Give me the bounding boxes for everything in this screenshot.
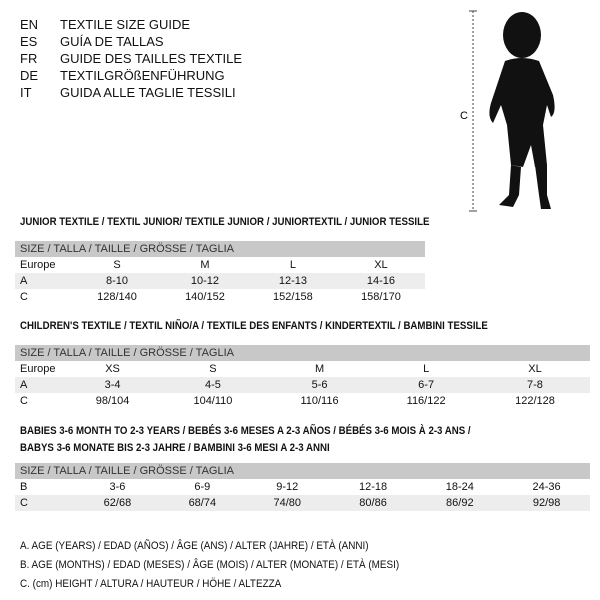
language-code: DE <box>20 68 39 83</box>
table-cell: 5-6 <box>266 377 373 393</box>
table-row: C 98/104 104/110 110/116 116/122 122/128 <box>15 393 590 409</box>
table-row: C 128/140 140/152 152/158 158/170 <box>15 289 425 305</box>
table-cell: XL <box>528 363 542 375</box>
table-cell: L <box>289 259 296 271</box>
table-cell: 7-8 <box>479 377 590 393</box>
table-cell: XS <box>105 363 120 375</box>
table-cell: 122/128 <box>515 395 555 407</box>
children-size-table: SIZE / TALLA / TAILLE / GRÖSSE / TAGLIA E… <box>15 345 590 409</box>
language-row: DE TEXTILGRÖßENFÜHRUNG <box>20 67 242 84</box>
table-cell: 3-6 <box>109 481 126 493</box>
table-row: A 8-10 10-12 12-13 14-16 <box>15 273 425 289</box>
language-code: EN <box>20 17 39 32</box>
language-row: EN TEXTILE SIZE GUIDE <box>20 16 242 33</box>
language-code: IT <box>20 85 32 100</box>
table-cell: 98/104 <box>95 395 130 407</box>
table-cell: 12-13 <box>248 273 337 289</box>
language-code: FR <box>20 51 38 66</box>
size-header: SIZE / TALLA / TAILLE / GRÖSSE / TAGLIA <box>15 463 590 479</box>
height-label: C <box>460 110 468 122</box>
table-cell: 74/80 <box>244 495 330 511</box>
table-cell: 68/74 <box>159 495 245 511</box>
table-cell: 10-12 <box>160 273 249 289</box>
table-cell: 9-12 <box>276 481 299 493</box>
language-title: TEXTILE SIZE GUIDE <box>60 17 191 32</box>
table-header-row: SIZE / TALLA / TAILLE / GRÖSSE / TAGLIA <box>15 345 590 361</box>
table-cell: 158/170 <box>361 291 401 303</box>
language-row: IT GUIDA ALLE TAGLIE TESSILI <box>20 84 242 101</box>
table-row: Europe S M L XL <box>15 257 425 273</box>
table-header-row: SIZE / TALLA / TAILLE / GRÖSSE / TAGLIA <box>15 241 425 257</box>
table-row: C 62/68 68/74 74/80 80/86 86/92 92/98 <box>15 495 590 511</box>
table-cell: 14-16 <box>336 273 425 289</box>
table-cell: 62/68 <box>75 495 160 511</box>
row-label: A <box>15 377 66 393</box>
row-label: C <box>15 495 75 511</box>
legend-item: A. AGE (YEARS) / EDAD (AÑOS) / ÂGE (ANS)… <box>20 540 369 552</box>
table-cell: XL <box>374 259 388 271</box>
table-row: A 3-4 4-5 5-6 6-7 7-8 <box>15 377 590 393</box>
table-cell: M <box>200 259 210 271</box>
language-title: GUIDE DES TAILLES TEXTILE <box>60 51 243 66</box>
table-cell: 152/158 <box>273 291 313 303</box>
table-cell: 110/116 <box>300 395 339 407</box>
row-label: Europe <box>20 363 56 375</box>
table-cell: L <box>423 363 430 375</box>
table-cell: 6-9 <box>194 481 211 493</box>
children-title: CHILDREN'S TEXTILE / TEXTIL NIÑO/A / TEX… <box>20 320 488 332</box>
table-row: B 3-6 6-9 9-12 12-18 18-24 24-36 <box>15 479 590 495</box>
table-cell: 24-36 <box>532 481 561 493</box>
language-code: ES <box>20 34 38 49</box>
row-label: Europe <box>20 259 56 271</box>
table-cell: 6-7 <box>372 377 480 393</box>
size-header: SIZE / TALLA / TAILLE / GRÖSSE / TAGLIA <box>15 345 590 361</box>
table-cell: S <box>113 259 121 271</box>
language-row: FR GUIDE DES TAILLES TEXTILE <box>20 50 242 67</box>
table-cell: 4-5 <box>159 377 267 393</box>
child-silhouette-figure: C <box>460 10 555 212</box>
size-header: SIZE / TALLA / TAILLE / GRÖSSE / TAGLIA <box>15 241 425 257</box>
babies-size-table: SIZE / TALLA / TAILLE / GRÖSSE / TAGLIA B… <box>15 463 590 511</box>
language-title: TEXTILGRÖßENFÜHRUNG <box>60 68 225 83</box>
table-cell: 92/98 <box>503 495 590 511</box>
language-row: ES GUÍA DE TALLAS <box>20 33 242 50</box>
legend: A. AGE (YEARS) / EDAD (AÑOS) / ÂGE (ANS)… <box>20 537 399 594</box>
table-cell: 116/122 <box>406 395 446 407</box>
language-title: GUÍA DE TALLAS <box>60 34 164 49</box>
table-row: Europe XS S M L XL <box>15 361 590 377</box>
table-cell: 8-10 <box>73 273 161 289</box>
language-title: GUIDA ALLE TAGLIE TESSILI <box>60 85 236 100</box>
legend-item: C. (cm) HEIGHT / ALTURA / HAUTEUR / HÖHE… <box>20 578 282 590</box>
table-cell: S <box>209 363 217 375</box>
table-cell: 128/140 <box>97 291 137 303</box>
table-cell: M <box>314 363 325 375</box>
language-titles: EN TEXTILE SIZE GUIDE ES GUÍA DE TALLAS FR GU… <box>20 16 242 101</box>
junior-size-table: SIZE / TALLA / TAILLE / GRÖSSE / TAGLIA E… <box>15 241 425 305</box>
row-label: A <box>15 273 73 289</box>
legend-item: B. AGE (MONTHS) / EDAD (MESES) / ÂGE (MO… <box>20 559 400 571</box>
babies-title-line1: BABIES 3-6 MONTH TO 2-3 YEARS / BEBÉS 3-… <box>20 425 471 437</box>
table-header-row: SIZE / TALLA / TAILLE / GRÖSSE / TAGLIA <box>15 463 590 479</box>
table-cell: 104/110 <box>193 395 233 407</box>
row-label: C <box>20 395 28 407</box>
table-cell: 18-24 <box>445 481 474 493</box>
row-label: B <box>20 481 28 493</box>
babies-title-line2: BABYS 3-6 MONATE BIS 2-3 JAHRE / BAMBINI… <box>20 442 330 454</box>
table-cell: 140/152 <box>185 291 225 303</box>
child-silhouette-icon <box>489 12 555 209</box>
junior-title: JUNIOR TEXTILE / TEXTIL JUNIOR/ TEXTILE … <box>20 216 430 228</box>
table-cell: 86/92 <box>416 495 504 511</box>
table-cell: 3-4 <box>66 377 160 393</box>
table-cell: 80/86 <box>329 495 417 511</box>
table-cell: 12-18 <box>358 481 388 493</box>
row-label: C <box>20 291 28 303</box>
